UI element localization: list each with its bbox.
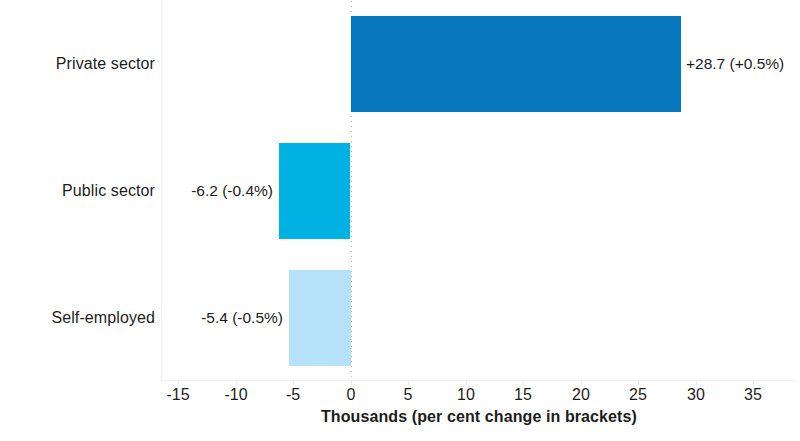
x-tick-label: 15 [493,386,553,404]
category-label: Public sector [5,181,155,201]
x-tick-mark [236,381,237,385]
x-tick-label: 10 [436,386,496,404]
x-tick-mark [753,381,754,385]
y-axis-line [161,0,162,381]
category-label: Self-employed [5,308,155,328]
x-tick-label: 35 [723,386,783,404]
x-tick-mark [581,381,582,385]
x-tick-mark [408,381,409,385]
x-tick-label: -15 [148,386,208,404]
value-label: +28.7 (+0.5%) [686,54,784,74]
x-tick-label: 20 [551,386,611,404]
x-tick-label: 25 [608,386,668,404]
x-tick-mark [523,381,524,385]
value-label: -5.4 (-0.5%) [201,308,283,328]
x-tick-mark [351,381,352,385]
x-tick-label: -5 [263,386,323,404]
x-tick-label: 5 [378,386,438,404]
bar-chart: -15-10-505101520253035 Private sector Pub… [0,0,800,441]
x-tick-label: 30 [666,386,726,404]
x-tick-mark [178,381,179,385]
bar-self-employed [289,270,351,366]
x-tick-mark [293,381,294,385]
x-axis-line [161,380,797,381]
x-tick-mark [638,381,639,385]
x-tick-label: -10 [206,386,266,404]
value-label: -6.2 (-0.4%) [191,181,273,201]
x-tick-mark [466,381,467,385]
x-axis-title: Thousands (per cent change in brackets) [161,408,797,426]
x-tick-label: 0 [321,386,381,404]
bar-private-sector [351,16,681,112]
category-label: Private sector [5,54,155,74]
x-tick-mark [696,381,697,385]
bar-public-sector [279,143,350,239]
